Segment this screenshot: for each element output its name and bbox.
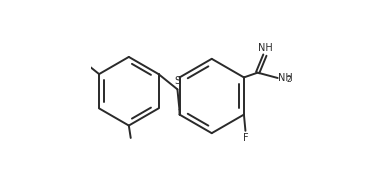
Text: NH: NH	[257, 43, 272, 53]
Text: S: S	[174, 76, 181, 86]
Text: NH: NH	[278, 73, 293, 83]
Text: 2: 2	[286, 75, 291, 84]
Text: F: F	[243, 133, 248, 143]
